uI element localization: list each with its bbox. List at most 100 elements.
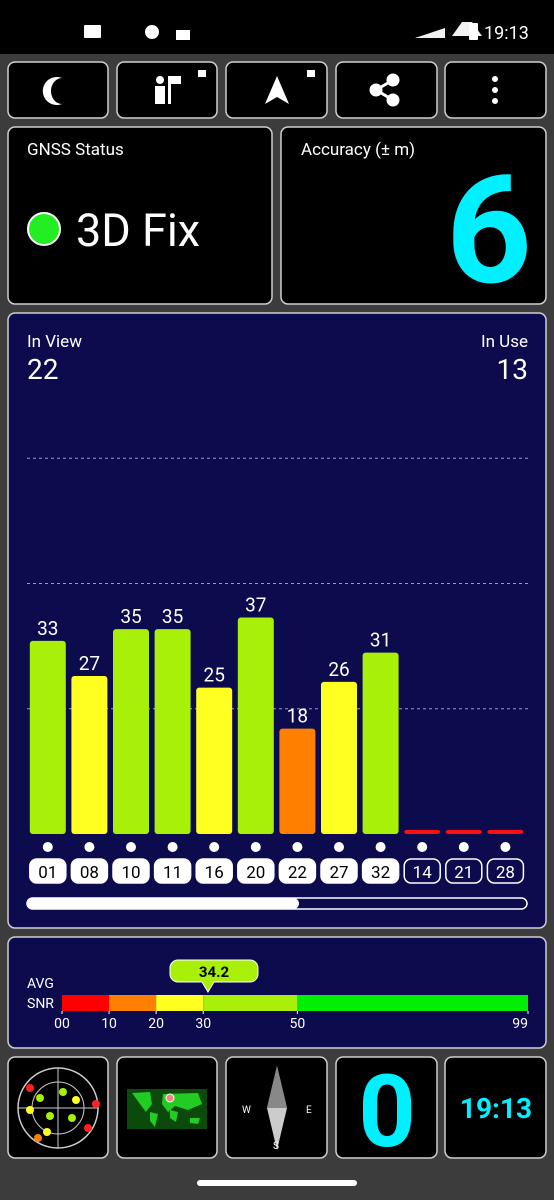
satellite-chart-panel <box>7 312 547 929</box>
fix-indicator <box>27 212 61 246</box>
snr-band <box>203 995 298 1011</box>
bar <box>279 728 316 834</box>
satellite-id-box <box>320 858 358 884</box>
bar <box>362 652 399 834</box>
satellite-id-box <box>486 858 525 884</box>
satellite-dot <box>500 842 511 852</box>
in-view-label: In View <box>27 332 82 352</box>
bar-value-label: 25 <box>204 664 225 687</box>
satellite-id: 32 <box>371 863 390 883</box>
satellite-id-box <box>237 858 275 884</box>
satellite-id-box <box>361 858 400 884</box>
person-flag-icon <box>155 70 206 104</box>
bar <box>321 681 357 834</box>
bar-value-label: 35 <box>162 605 183 628</box>
satellite-id-box <box>112 858 150 884</box>
satellite-dot <box>84 842 95 852</box>
average-marker <box>169 959 259 993</box>
bar-value-label: 18 <box>287 705 308 728</box>
in-use-value: 13 <box>497 353 528 386</box>
satellite-id: 20 <box>246 863 265 883</box>
compass-south: S <box>273 1141 279 1152</box>
bar <box>237 617 274 834</box>
snr-panel <box>7 936 547 1049</box>
satellite-id: 28 <box>496 863 515 883</box>
bar <box>71 675 108 834</box>
bar-value-label: 33 <box>37 617 58 640</box>
gnss-status-title: GNSS Status <box>27 140 124 160</box>
average-label: 34.2 <box>199 963 230 981</box>
snr-label: SNR <box>27 996 54 1012</box>
snr-tick-label: 50 <box>289 1016 305 1032</box>
snr-band <box>297 995 528 1011</box>
satellite-id-box <box>403 858 441 884</box>
bar <box>445 829 482 834</box>
bar <box>113 629 149 834</box>
bar-value-label: 35 <box>120 605 141 628</box>
in-view-value: 22 <box>27 353 58 386</box>
scroll-thumb[interactable] <box>27 898 299 909</box>
satellite-id-box <box>70 858 109 884</box>
bar-value-label: 37 <box>245 593 266 616</box>
satellite-dot <box>417 842 428 852</box>
mock-location-button[interactable] <box>116 61 218 119</box>
satellite-id: 01 <box>38 863 57 883</box>
arrow-icon <box>265 70 315 104</box>
snr-tick-label: 00 <box>54 1016 70 1032</box>
bar <box>154 629 191 834</box>
snr-tick-label: 30 <box>195 1016 211 1032</box>
satellite-id-box <box>153 858 192 884</box>
toolbar <box>7 61 547 119</box>
satellite-id: 27 <box>329 863 348 883</box>
satellite-dot <box>292 842 303 852</box>
bar <box>29 640 66 834</box>
bar-value-label: 31 <box>370 629 391 652</box>
compass-east: E <box>306 1105 312 1116</box>
share-icon <box>369 73 400 107</box>
snr-band <box>156 995 204 1011</box>
satellite-id: 10 <box>121 863 140 883</box>
status-icons <box>84 22 482 40</box>
satellite-id: 08 <box>80 863 99 883</box>
satellite-id-box <box>278 858 317 884</box>
satellite-id: 21 <box>454 863 473 883</box>
satellite-id: 11 <box>163 863 182 883</box>
satellite-dot <box>458 842 469 852</box>
clock-tile[interactable] <box>444 1056 547 1159</box>
accuracy-panel <box>280 126 547 305</box>
bar <box>404 829 441 834</box>
snr-tick-label: 99 <box>512 1016 528 1032</box>
satellite-dot <box>250 842 261 852</box>
moon-icon <box>42 77 62 106</box>
status-time: 19:13 <box>484 23 529 44</box>
speed-tile[interactable] <box>335 1056 438 1159</box>
accuracy-value: 6 <box>446 143 532 319</box>
menu-icon <box>492 76 498 104</box>
sky-plot <box>17 1067 100 1149</box>
satellite-id-box <box>195 858 233 884</box>
bar-value-label: 26 <box>328 658 349 681</box>
satellite-id-box <box>445 858 483 884</box>
world-map <box>127 1089 207 1129</box>
satellite-dot <box>375 842 386 852</box>
snr-band <box>62 995 110 1011</box>
home-handle[interactable] <box>197 1180 357 1186</box>
night-mode-button[interactable] <box>7 61 109 119</box>
compass-west: W <box>242 1105 251 1116</box>
satellite-dot <box>42 842 53 852</box>
satellite-id: 16 <box>205 863 224 883</box>
share-button[interactable] <box>335 61 438 119</box>
bar-value-label: 27 <box>79 652 100 675</box>
bar <box>487 829 524 834</box>
clock-value: 19:13 <box>460 1092 532 1125</box>
bar-chart: 33 01 27 08 35 10 35 11 25 16 37 20 18 22 26 27 31 32 14 21… <box>27 457 528 884</box>
satellite-dot <box>209 842 220 852</box>
speed-value: 0 <box>358 1054 415 1171</box>
compass <box>267 1066 287 1150</box>
satellite-dot <box>126 842 136 852</box>
satellite-id: 22 <box>288 863 307 883</box>
satellite-id-box <box>29 858 67 884</box>
satellite-id: 14 <box>413 863 433 883</box>
